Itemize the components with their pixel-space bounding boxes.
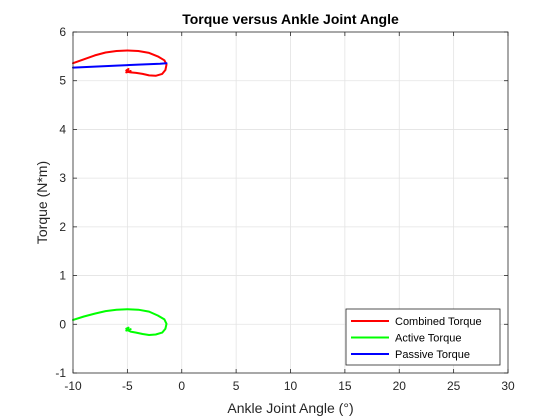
legend-label-passive-torque: Passive Torque <box>395 349 470 361</box>
series-line-active-torque <box>72 308 168 336</box>
x-axis-label: Ankle Joint Angle (°) <box>227 400 353 416</box>
y-tick-label: -1 <box>55 366 66 380</box>
legend-label-combined-torque: Combined Torque <box>395 316 482 328</box>
grid-lines <box>73 32 508 373</box>
series-line-passive-torque <box>72 62 168 69</box>
x-tick-label: 10 <box>284 379 298 393</box>
y-axis-label: Torque (N*m) <box>34 161 50 244</box>
x-tick-label: 20 <box>393 379 407 393</box>
legend: Combined Torque Active Torque Passive Torq… <box>345 308 501 366</box>
x-tick-label: 5 <box>233 379 240 393</box>
y-tick-label: 1 <box>59 269 66 283</box>
chart-title: Torque versus Ankle Joint Angle <box>182 11 399 27</box>
x-tick-label: 25 <box>447 379 461 393</box>
x-tick-label: 30 <box>501 379 515 393</box>
y-tick-label: 0 <box>59 317 66 331</box>
x-tick-label: 15 <box>338 379 352 393</box>
y-tick-label: 2 <box>59 220 66 234</box>
x-tick-label: -5 <box>122 379 133 393</box>
series-lines <box>72 49 168 336</box>
y-tick-label: 6 <box>59 25 66 39</box>
y-tick-label: 3 <box>59 171 66 185</box>
series-line-combined-torque <box>72 49 168 77</box>
y-tick-label: 5 <box>59 74 66 88</box>
x-tick-label: -10 <box>64 379 82 393</box>
y-tick-label: 4 <box>59 122 66 136</box>
legend-label-active-torque: Active Torque <box>395 333 461 345</box>
x-tick-label: 0 <box>178 379 185 393</box>
